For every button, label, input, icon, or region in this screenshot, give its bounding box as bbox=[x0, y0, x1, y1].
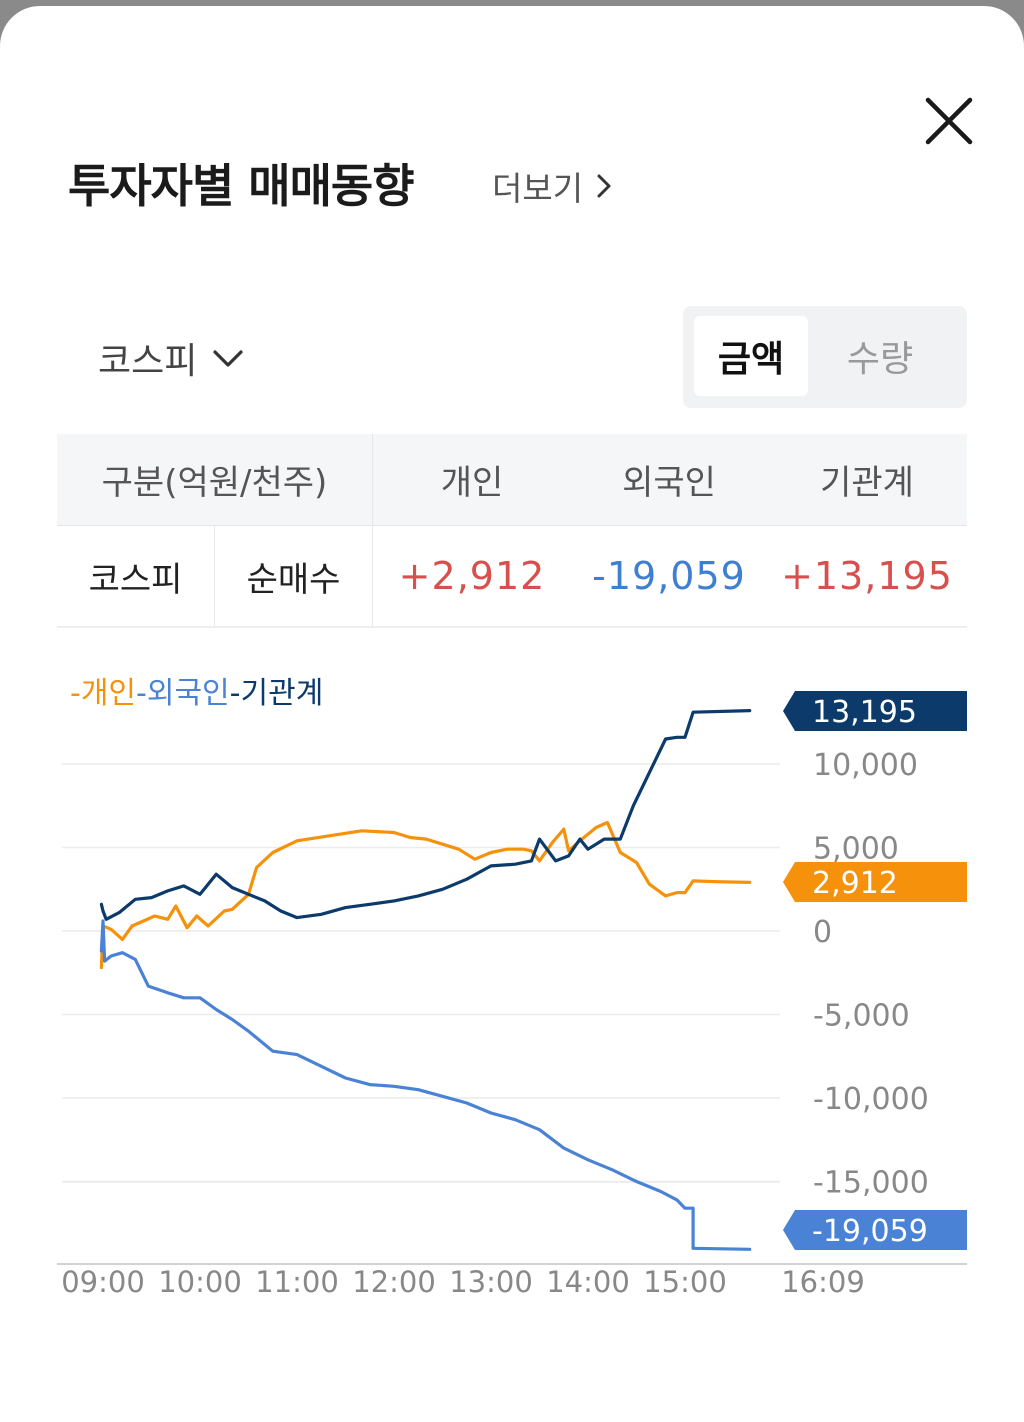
more-link-label: 더보기 bbox=[492, 169, 584, 208]
y-tick-label: -10,000 bbox=[813, 1082, 929, 1117]
legend-individual: -개인 bbox=[70, 676, 137, 711]
y-tick-label: 0 bbox=[813, 915, 832, 950]
chevron-right-icon bbox=[597, 174, 611, 198]
value-institution: +13,195 bbox=[781, 554, 953, 598]
end-tag-label-foreign: -19,059 bbox=[812, 1214, 928, 1249]
end-tag-label-institution: 13,195 bbox=[812, 695, 917, 730]
value-individual: +2,912 bbox=[398, 554, 546, 598]
x-tick-label: 13:00 bbox=[449, 1265, 533, 1299]
x-tick-label: 15:00 bbox=[643, 1265, 727, 1299]
investor-line-chart: 10,000 5,000 0 -5,000 -10,000 -15,000 09:00 10:… bbox=[57, 691, 967, 1299]
y-tick-label: 5,000 bbox=[813, 832, 899, 867]
investor-table: 구분(억원/천주) 개인 외국인 기관계 코스피 순매수 +2,912 -19,… bbox=[57, 434, 967, 628]
market-dropdown[interactable]: 코스피 bbox=[98, 332, 245, 384]
legend-institution: -기관계 bbox=[229, 676, 324, 711]
chevron-down-icon bbox=[213, 350, 243, 367]
end-tag-foreign bbox=[783, 1210, 967, 1250]
header-institution: 기관계 bbox=[820, 463, 914, 503]
chart-legend: -개인-외국인-기관계 bbox=[70, 668, 323, 712]
amount-volume-toggle: 금액 수량 bbox=[683, 306, 967, 408]
value-foreign: -19,059 bbox=[592, 554, 746, 598]
series-line-foreign bbox=[99, 919, 752, 1251]
toggle-amount-button[interactable]: 금액 bbox=[694, 316, 808, 396]
header-foreign: 외국인 bbox=[622, 463, 716, 503]
page-title: 투자자별 매매동향 bbox=[68, 159, 415, 213]
toggle-volume-button[interactable]: 수량 bbox=[846, 339, 914, 380]
y-tick-label: 10,000 bbox=[813, 748, 918, 783]
series-line-individual bbox=[99, 820, 752, 970]
series-line-institution bbox=[99, 708, 752, 921]
end-tag-label-individual: 2,912 bbox=[812, 866, 898, 901]
table-row: 코스피 순매수 +2,912 -19,059 +13,195 bbox=[57, 526, 967, 628]
x-tick-label: 11:00 bbox=[255, 1265, 339, 1299]
row-type: 순매수 bbox=[215, 526, 373, 626]
header-individual: 개인 bbox=[440, 463, 504, 503]
y-tick-label: -5,000 bbox=[813, 999, 910, 1034]
header-category: 구분(억원/천주) bbox=[57, 434, 373, 525]
legend-foreign: -외국인 bbox=[136, 676, 230, 711]
x-tick-label: 16:09 bbox=[781, 1265, 865, 1299]
x-tick-label: 09:00 bbox=[61, 1265, 145, 1299]
x-tick-label: 10:00 bbox=[158, 1265, 242, 1299]
close-icon bbox=[925, 97, 973, 145]
y-tick-label: -15,000 bbox=[813, 1166, 929, 1201]
more-link[interactable]: 더보기 bbox=[492, 162, 615, 210]
row-market: 코스피 bbox=[57, 526, 215, 626]
end-tag-institution bbox=[783, 691, 967, 731]
table-header: 구분(억원/천주) 개인 외국인 기관계 bbox=[57, 434, 967, 526]
market-dropdown-value: 코스피 bbox=[98, 341, 198, 382]
x-tick-label: 14:00 bbox=[546, 1265, 630, 1299]
x-tick-label: 12:00 bbox=[352, 1265, 436, 1299]
bottom-sheet: 투자자별 매매동향 더보기 코스피 금액 수량 구분(억원/천주) 개인 외국인… bbox=[0, 6, 1024, 1422]
end-tag-individual bbox=[783, 862, 967, 902]
close-button[interactable] bbox=[918, 90, 980, 152]
